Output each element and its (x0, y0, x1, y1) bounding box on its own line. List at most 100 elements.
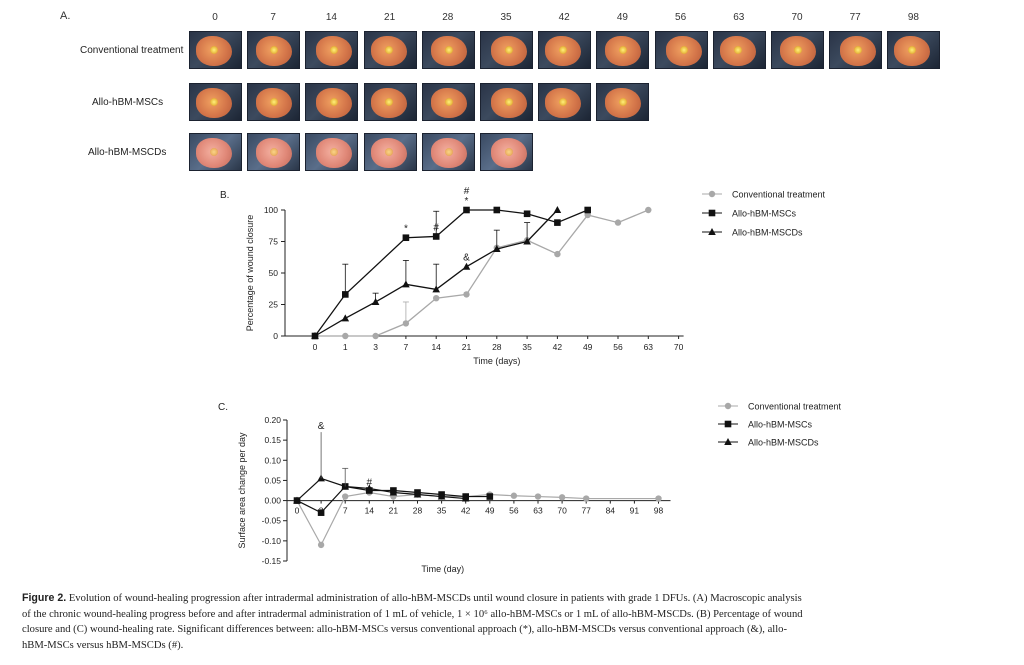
data-point (432, 233, 440, 240)
data-point (463, 206, 470, 214)
day-header: 77 (849, 12, 861, 23)
wound-photo (247, 133, 301, 171)
x-tick-label: 84 (606, 506, 616, 516)
data-point (523, 210, 531, 218)
data-point (342, 332, 349, 340)
x-axis-label: Time (day) (421, 564, 464, 574)
data-point (311, 332, 319, 339)
wound-photo (712, 31, 766, 69)
day-header: 63 (733, 12, 745, 23)
day-header: 42 (558, 12, 570, 23)
wound-photo (654, 31, 708, 69)
data-point (293, 496, 301, 504)
series-line (315, 209, 649, 337)
data-point (553, 206, 562, 213)
x-tick-label: 42 (553, 342, 563, 352)
data-point (510, 492, 518, 499)
x-tick-label: 42 (461, 506, 471, 516)
day-header: 49 (616, 12, 628, 23)
wound-photo (189, 31, 242, 69)
wound-photo (421, 133, 475, 171)
wound-photo (480, 31, 533, 69)
data-point (342, 291, 349, 298)
x-tick-label: 28 (492, 342, 502, 352)
data-point (365, 484, 374, 492)
wound-photo (363, 133, 417, 171)
legend-marker (724, 438, 732, 445)
x-tick-label: 14 (431, 342, 441, 352)
significance-mark: * (404, 224, 408, 235)
chart-c: C.0.200.150.100.050.00-0.05-0.10-0.15037… (218, 402, 842, 575)
data-point (402, 280, 410, 288)
wound-photo (247, 31, 301, 69)
y-tick-label: 75 (269, 237, 279, 247)
y-tick-label: -0.05 (262, 516, 282, 526)
y-tick-label: -0.10 (262, 536, 282, 546)
legend-marker (724, 402, 732, 410)
wound-photo (596, 31, 650, 69)
data-point (341, 314, 350, 322)
data-point (317, 509, 325, 516)
wound-photo (189, 83, 242, 121)
x-tick-label: 35 (437, 506, 447, 516)
data-point (584, 211, 591, 219)
data-point (433, 295, 440, 302)
row-label: Conventional treatment (80, 45, 184, 56)
x-tick-label: 98 (654, 506, 664, 516)
data-point (583, 495, 590, 502)
data-point (371, 297, 380, 305)
data-point (463, 291, 470, 298)
data-point (461, 494, 470, 502)
wound-photo (538, 31, 592, 69)
row-label: Allo-hBM-MSCDs (88, 147, 167, 158)
wound-photo (771, 31, 824, 69)
x-tick-label: 70 (674, 342, 684, 352)
chart-b: B. 0 25 50 75 100 0 1 3 7 14 21 28 35 42 49 56 63 70 Time (… (220, 186, 826, 366)
caption-line-2: of the chronic wound-healing progress be… (22, 608, 803, 620)
day-header: 28 (442, 12, 454, 23)
data-point (342, 493, 349, 500)
y-tick-label: 0.20 (264, 415, 281, 425)
series-line (314, 209, 588, 337)
data-point (437, 492, 446, 500)
x-tick-label: 7 (404, 342, 409, 352)
legend-label: Allo-hBM-MSCs (732, 209, 797, 219)
y-tick-label: 0.05 (264, 475, 281, 485)
y-axis-label: Surface area change per day (237, 432, 247, 549)
series-line (296, 491, 659, 547)
x-tick-label: 63 (533, 506, 543, 516)
x-tick-label: 14 (365, 506, 375, 516)
legend-label: Conventional treatment (732, 190, 826, 200)
chart-b-panel-letter: B. (220, 190, 229, 201)
day-header: 14 (325, 12, 337, 23)
x-tick-label: 21 (462, 342, 472, 352)
data-point (645, 206, 652, 214)
x-tick-label: 35 (522, 342, 532, 352)
legend-marker (724, 420, 732, 428)
significance-mark: & (318, 421, 325, 432)
significance-mark: # (464, 186, 470, 197)
y-axis-label: Percentage of wound closure (245, 215, 255, 332)
day-header: 35 (500, 12, 512, 23)
x-tick-label: 0 (313, 342, 318, 352)
day-header: 7 (270, 12, 276, 23)
row-label: Allo-hBM-MSCs (92, 97, 164, 108)
x-tick-label: 0 (295, 506, 300, 516)
data-point (413, 490, 422, 498)
x-tick-label: 1 (343, 342, 348, 352)
x-tick-label: 70 (557, 506, 567, 516)
x-tick-label: 91 (630, 506, 640, 516)
wound-photo (421, 83, 475, 121)
wound-photo (538, 83, 592, 121)
data-point (402, 320, 410, 327)
x-tick-label: 3 (373, 342, 378, 352)
data-point (523, 237, 531, 245)
x-tick-label: 56 (613, 342, 623, 352)
legend-marker (708, 228, 716, 235)
caption-line-3: closure and (C) wound-healing rate. Sign… (22, 624, 788, 635)
day-header: 98 (907, 12, 919, 23)
y-tick-label: 0.15 (264, 435, 281, 445)
wound-photo (421, 31, 475, 69)
panel-a-letter: A. (60, 10, 71, 22)
y-tick-label: -0.15 (262, 556, 282, 566)
